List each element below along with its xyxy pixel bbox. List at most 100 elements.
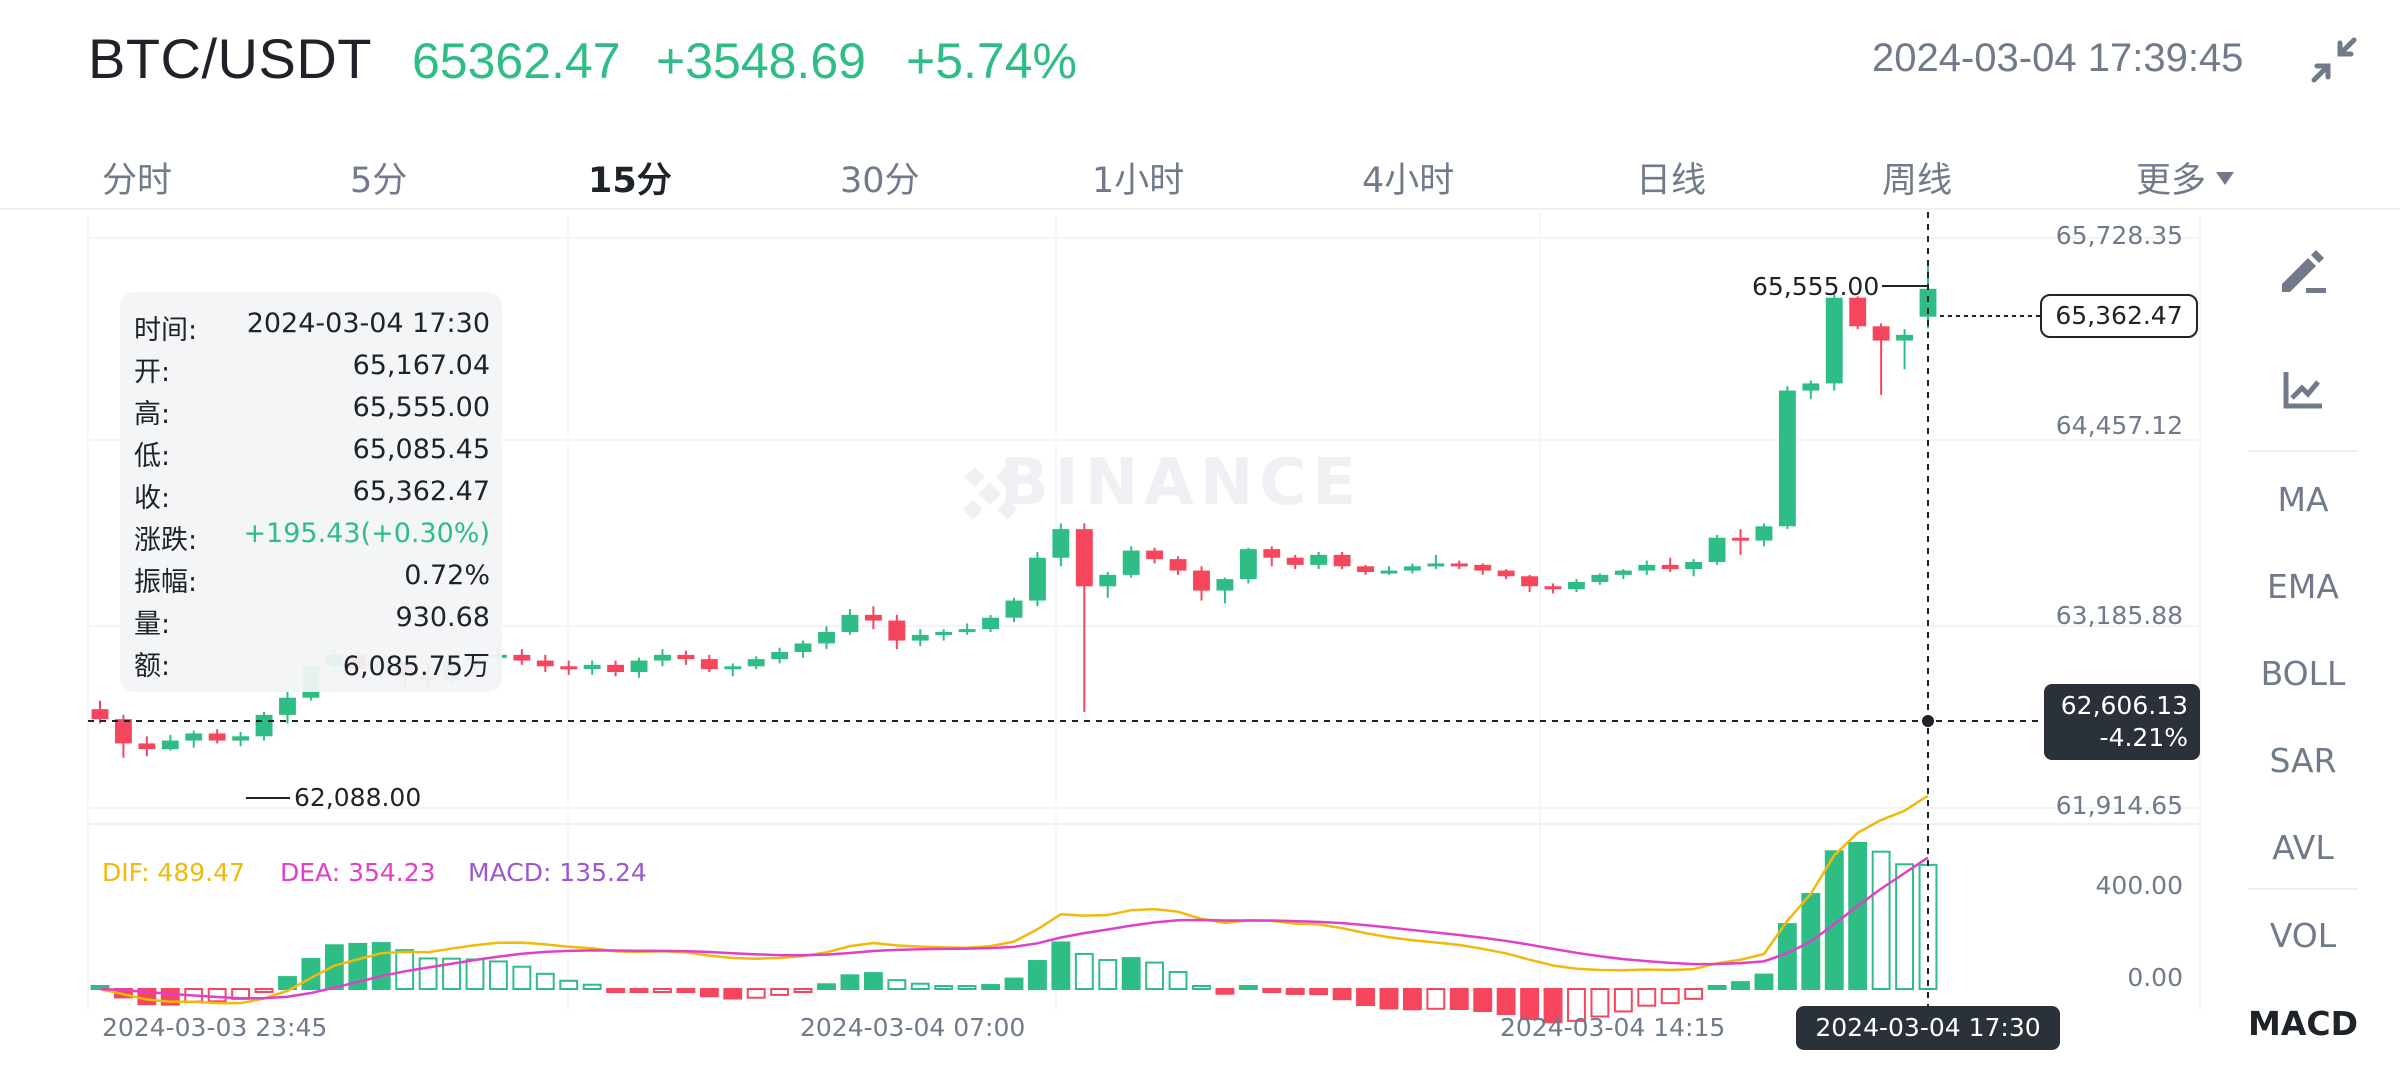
candle-body (255, 714, 273, 737)
candle-body (1708, 537, 1726, 562)
tooltip-value: 65,085.45 (352, 434, 490, 465)
candle-body (1286, 557, 1304, 565)
tab-timeshare[interactable]: 分时 (102, 161, 173, 201)
macd-bar (887, 979, 907, 990)
tooltip-value: +195.43(+0.30%) (243, 518, 490, 549)
tab-15m[interactable]: 15分 (588, 161, 672, 201)
low-marker: 62,088.00 (294, 783, 421, 812)
candle-body (1052, 529, 1070, 558)
tab-5m[interactable]: 5分 (350, 161, 408, 201)
last-price-tag[interactable]: 65,362.47 (2040, 294, 2198, 338)
macd-bar (324, 944, 344, 990)
candle-body (232, 736, 250, 741)
macd-bar (1496, 988, 1516, 1016)
candle-body (208, 733, 226, 741)
candle-body (1099, 574, 1117, 587)
candle (255, 712, 273, 741)
candle (1614, 569, 1632, 580)
tab-1d[interactable]: 日线 (1636, 161, 1707, 201)
indicator-ma[interactable]: MA (2277, 480, 2329, 519)
candle-body (1568, 582, 1585, 590)
macd-bar (934, 985, 954, 990)
collapse-arrows-icon[interactable] (2308, 34, 2360, 86)
macd-bar (746, 988, 766, 999)
candle (700, 654, 718, 672)
candle-body (1216, 579, 1234, 591)
indicator-macd[interactable]: MACD (2248, 1004, 2358, 1043)
tooltip-key: 时间: (134, 315, 198, 346)
tab-more[interactable]: 更多 (2136, 152, 2235, 203)
candle-body (1450, 563, 1468, 567)
candle-body (583, 664, 601, 670)
pair-symbol[interactable]: BTC/USDT (88, 27, 372, 90)
macd-bar (1356, 988, 1375, 1007)
tooltip-key: 收: (134, 483, 171, 514)
candle-body (630, 660, 648, 672)
macd-bar (371, 942, 391, 991)
candle (1919, 261, 1937, 329)
candle (1028, 552, 1046, 607)
candle-body (91, 709, 109, 720)
macd-bar (1848, 841, 1868, 990)
candle-body (982, 617, 1000, 630)
candle-body (1474, 564, 1492, 571)
tooltip-value: 65,167.04 (352, 350, 490, 381)
tooltip-key: 低: (134, 441, 171, 472)
candle (1685, 559, 1703, 577)
indicator-ema[interactable]: EMA (2267, 567, 2339, 606)
macd-dea-label: DEA: 354.23 (280, 858, 436, 887)
time-axis: 2024-03-03 23:45 2024-03-04 07:00 2024-03-… (102, 1013, 1725, 1042)
candle-body (888, 620, 906, 641)
tab-1w[interactable]: 周线 (1882, 161, 1953, 201)
candle (935, 629, 953, 641)
indicator-chart-icon[interactable] (2272, 360, 2332, 420)
candle-body (1169, 559, 1187, 571)
candle-body (1544, 586, 1562, 590)
price-change: +3548.69 (656, 33, 866, 89)
tab-1h[interactable]: 1小时 (1092, 161, 1185, 201)
macd-bar (1520, 988, 1540, 1020)
time-axis-label: 2024-03-03 23:45 (102, 1013, 327, 1042)
candle (1333, 552, 1351, 570)
macd-bar (418, 957, 438, 991)
tooltip-value: 6,085.75万 (342, 651, 490, 682)
macd-histogram (90, 841, 1938, 1024)
kline-chart[interactable]: BINANCE 65,728.35 64,457.12 63,185.88 61,91… (0, 212, 2240, 1072)
macd-bar (348, 942, 368, 991)
candle-body (1333, 554, 1351, 567)
macd-bar (1707, 985, 1727, 990)
tab-30m[interactable]: 30分 (840, 161, 920, 201)
candle (1099, 572, 1117, 598)
candle (1357, 564, 1374, 575)
indicator-sar[interactable]: SAR (2269, 741, 2337, 780)
indicator-boll[interactable]: BOLL (2260, 654, 2346, 693)
tooltip-value: 65,555.00 (352, 392, 490, 423)
indicator-vol[interactable]: VOL (2269, 916, 2337, 955)
indicator-avl[interactable]: AVL (2272, 828, 2334, 867)
candle-body (1122, 550, 1140, 575)
candle (1450, 560, 1468, 570)
candle-body (536, 660, 554, 667)
candle (630, 657, 648, 678)
candle (818, 626, 835, 650)
macd-bar (957, 985, 977, 990)
time-axis-label: 2024-03-04 14:15 (1500, 1013, 1725, 1042)
candle (1755, 523, 1773, 547)
candle-body (1778, 390, 1796, 527)
crosshair-percent: -4.21% (2099, 723, 2188, 752)
side-divider (2248, 888, 2358, 890)
macd-bar (676, 988, 696, 993)
tooltip-row: 额: 6,085.75万 (134, 644, 490, 684)
macd-bar (910, 982, 930, 990)
candle (138, 736, 156, 757)
draw-pen-icon[interactable] (2272, 240, 2332, 300)
tooltip-row: 振幅: 0.72% (134, 560, 490, 600)
candle (1286, 554, 1304, 570)
macd-bar (629, 988, 649, 993)
tooltip-row: 低: 65,085.45 (134, 434, 490, 474)
macd-bar (465, 958, 485, 990)
candle (1075, 523, 1093, 712)
tab-4h[interactable]: 4小时 (1362, 161, 1455, 201)
candle (513, 649, 531, 665)
macd-bar (1309, 988, 1329, 996)
